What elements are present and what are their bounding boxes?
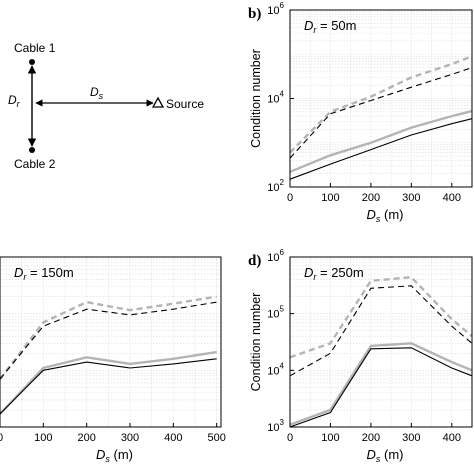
x-axis-label-unit: (m) <box>380 207 403 222</box>
y-tick-label: 106 <box>267 1 284 17</box>
x-axis-label: Ds (m) <box>367 447 404 464</box>
y-tick-exp: 3 <box>280 418 285 427</box>
geometry-diagram: Cable 1 Cable 2 Dr Ds Source <box>8 41 204 171</box>
annotation-value: = 150m <box>26 265 73 280</box>
cable2-marker <box>29 147 35 153</box>
x-tick-label: 100 <box>321 192 339 204</box>
panel-annotation: Dr = 50m <box>304 18 357 35</box>
y-tick-label: 106 <box>267 248 284 264</box>
ds-label-sub: s <box>99 91 104 101</box>
annotation-sub: r <box>313 272 317 282</box>
y-tick-base: 10 <box>267 94 279 106</box>
y-tick-base: 10 <box>267 422 279 434</box>
annotation-value: = 250m <box>316 265 363 280</box>
cable2-label: Cable 2 <box>14 157 56 171</box>
plot-area <box>0 257 221 427</box>
x-tick-label: 300 <box>402 192 420 204</box>
y-tick-label: 105 <box>267 305 284 321</box>
y-tick-base: 10 <box>267 252 279 264</box>
x-axis-label-sub: s <box>105 454 110 464</box>
y-axis-label: Condition number <box>249 49 263 148</box>
cable1-marker <box>29 59 35 65</box>
ds-label-main: D <box>90 85 99 99</box>
dr-label-sub: r <box>17 99 21 109</box>
x-axis-label-unit: (m) <box>110 447 133 462</box>
x-axis-label-sub: s <box>376 454 381 464</box>
y-tick-base: 10 <box>267 182 279 194</box>
series-line-dashed-black <box>289 285 473 377</box>
x-tick-label: 200 <box>362 192 380 204</box>
series-line-solid-black <box>289 347 473 428</box>
x-tick-label: 200 <box>362 432 380 444</box>
y-tick-exp: 6 <box>280 1 285 10</box>
x-tick-label: 300 <box>402 432 420 444</box>
x-tick-label: 400 <box>443 192 461 204</box>
x-axis-label-sub: s <box>376 214 381 224</box>
axes-frame <box>0 256 222 428</box>
panel-annotation: Dr = 250m <box>304 265 364 282</box>
series-line-solid-black <box>289 118 473 180</box>
series-line-dashed-black <box>289 67 473 159</box>
x-tick-label: 400 <box>164 432 182 444</box>
grid-lines <box>290 257 472 428</box>
series-line-dashed-gray <box>289 55 473 154</box>
x-tick-label: 100 <box>321 432 339 444</box>
y-tick-label: 104 <box>267 361 284 377</box>
y-tick-base: 10 <box>267 309 279 321</box>
y-tick-exp: 4 <box>280 361 285 370</box>
x-axis-label-main: D <box>367 207 376 222</box>
series-line-solid-gray <box>289 109 473 173</box>
x-tick-label: 300 <box>121 432 139 444</box>
x-tick-label: 500 <box>207 432 225 444</box>
dr-label-main: D <box>8 93 17 107</box>
annotation-value: = 50m <box>316 18 356 33</box>
y-tick-label: 102 <box>267 178 284 194</box>
annotation-main: D <box>304 18 313 33</box>
y-tick-base: 10 <box>267 5 279 17</box>
y-tick-label: 103 <box>267 418 284 434</box>
y-tick-exp: 4 <box>280 90 285 99</box>
annotation-main: D <box>304 265 313 280</box>
y-tick-exp: 2 <box>280 178 285 187</box>
x-tick-label: 200 <box>77 432 95 444</box>
source-label: Source <box>166 97 204 111</box>
x-tick-label: 400 <box>443 432 461 444</box>
grid-lines <box>0 257 221 428</box>
x-axis-label-unit: (m) <box>380 447 403 462</box>
panel-annotation: Dr = 150m <box>14 265 74 282</box>
y-tick-base: 10 <box>267 365 279 377</box>
y-tick-exp: 5 <box>280 305 285 314</box>
annotation-main: D <box>14 265 23 280</box>
panel-letter: b) <box>248 6 261 22</box>
ds-label: Ds <box>90 85 104 101</box>
y-axis-label: Condition number <box>249 293 263 392</box>
x-tick-label: 0 <box>0 432 3 444</box>
series-line-dashed-gray <box>0 295 217 380</box>
annotation-sub: r <box>23 272 27 282</box>
series-line-solid-gray <box>289 342 473 426</box>
series-line-solid-black <box>0 358 217 415</box>
x-tick-label: 100 <box>34 432 52 444</box>
source-marker <box>151 96 165 108</box>
x-tick-label: 0 <box>287 192 293 204</box>
chart-panel-1: 0100200300400500Ds (m)Dr = 150m <box>0 256 226 464</box>
y-tick-exp: 6 <box>280 248 285 257</box>
annotation-sub: r <box>313 25 317 35</box>
x-axis-label: Ds (m) <box>96 447 133 464</box>
panel-letter: d) <box>248 253 261 269</box>
dr-label: Dr <box>8 93 21 109</box>
x-axis-label-main: D <box>367 447 376 462</box>
plot-area <box>290 257 472 427</box>
x-tick-label: 0 <box>287 432 293 444</box>
x-axis-label: Ds (m) <box>367 207 404 224</box>
x-axis-label-main: D <box>96 447 105 462</box>
axes-frame <box>289 256 473 428</box>
y-tick-label: 104 <box>267 90 284 106</box>
series-line-solid-gray <box>0 350 217 415</box>
series-line-dashed-gray <box>289 275 473 359</box>
cable1-label: Cable 1 <box>14 41 56 55</box>
